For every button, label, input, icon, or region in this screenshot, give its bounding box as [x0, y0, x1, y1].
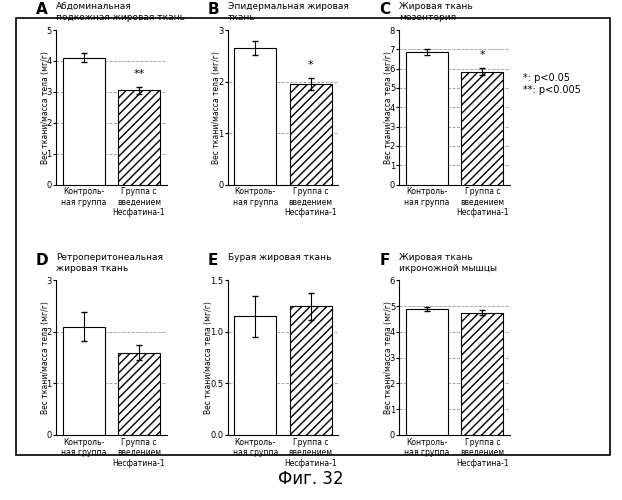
Text: Ретроперитонеальная
жировая ткань: Ретроперитонеальная жировая ткань — [56, 252, 163, 272]
Text: B: B — [208, 2, 220, 17]
Y-axis label: Вес ткани/масса тела (мг/г): Вес ткани/масса тела (мг/г) — [40, 51, 50, 164]
Bar — [406, 309, 448, 435]
Bar — [290, 306, 332, 435]
Bar — [63, 327, 104, 435]
Bar — [462, 72, 503, 184]
Text: Жировая ткань
икроножной мышцы: Жировая ткань икроножной мышцы — [399, 252, 498, 272]
Text: Абдоминальная
подкожная жировая ткань: Абдоминальная подкожная жировая ткань — [56, 2, 185, 22]
Text: *: * — [480, 50, 485, 60]
Y-axis label: Вес ткани/масса тела (мг/г): Вес ткани/масса тела (мг/г) — [205, 302, 213, 414]
Text: E: E — [208, 252, 218, 268]
Y-axis label: Вес ткани/масса тела (мг/г): Вес ткани/масса тела (мг/г) — [40, 302, 50, 414]
Text: Бурая жировая ткань: Бурая жировая ткань — [228, 252, 331, 262]
Bar — [63, 58, 104, 184]
Bar — [234, 48, 276, 184]
Text: Фиг. 32: Фиг. 32 — [278, 470, 344, 488]
Text: F: F — [379, 252, 390, 268]
Text: Жировая ткань
мезентерия: Жировая ткань мезентерия — [399, 2, 473, 22]
Bar — [234, 316, 276, 435]
Bar — [118, 90, 160, 184]
Text: *: * — [308, 60, 313, 70]
Text: *: p<0.05
**: p<0.005: *: p<0.05 **: p<0.005 — [523, 74, 581, 95]
Y-axis label: Вес ткани/масса тела (мг/г): Вес ткани/масса тела (мг/г) — [384, 302, 393, 414]
Text: C: C — [379, 2, 391, 17]
Text: A: A — [36, 2, 48, 17]
Text: D: D — [36, 252, 49, 268]
Y-axis label: Вес ткани/масса тела (мг/г): Вес ткани/масса тела (мг/г) — [384, 51, 393, 164]
Bar — [290, 84, 332, 184]
Bar — [118, 352, 160, 435]
Y-axis label: Вес ткани/масса тела (мг/г): Вес ткани/масса тела (мг/г) — [212, 51, 221, 164]
Bar — [406, 52, 448, 184]
Text: **: ** — [133, 69, 145, 79]
Text: Эпидермальная жировая
ткань: Эпидермальная жировая ткань — [228, 2, 348, 22]
Bar — [462, 312, 503, 435]
